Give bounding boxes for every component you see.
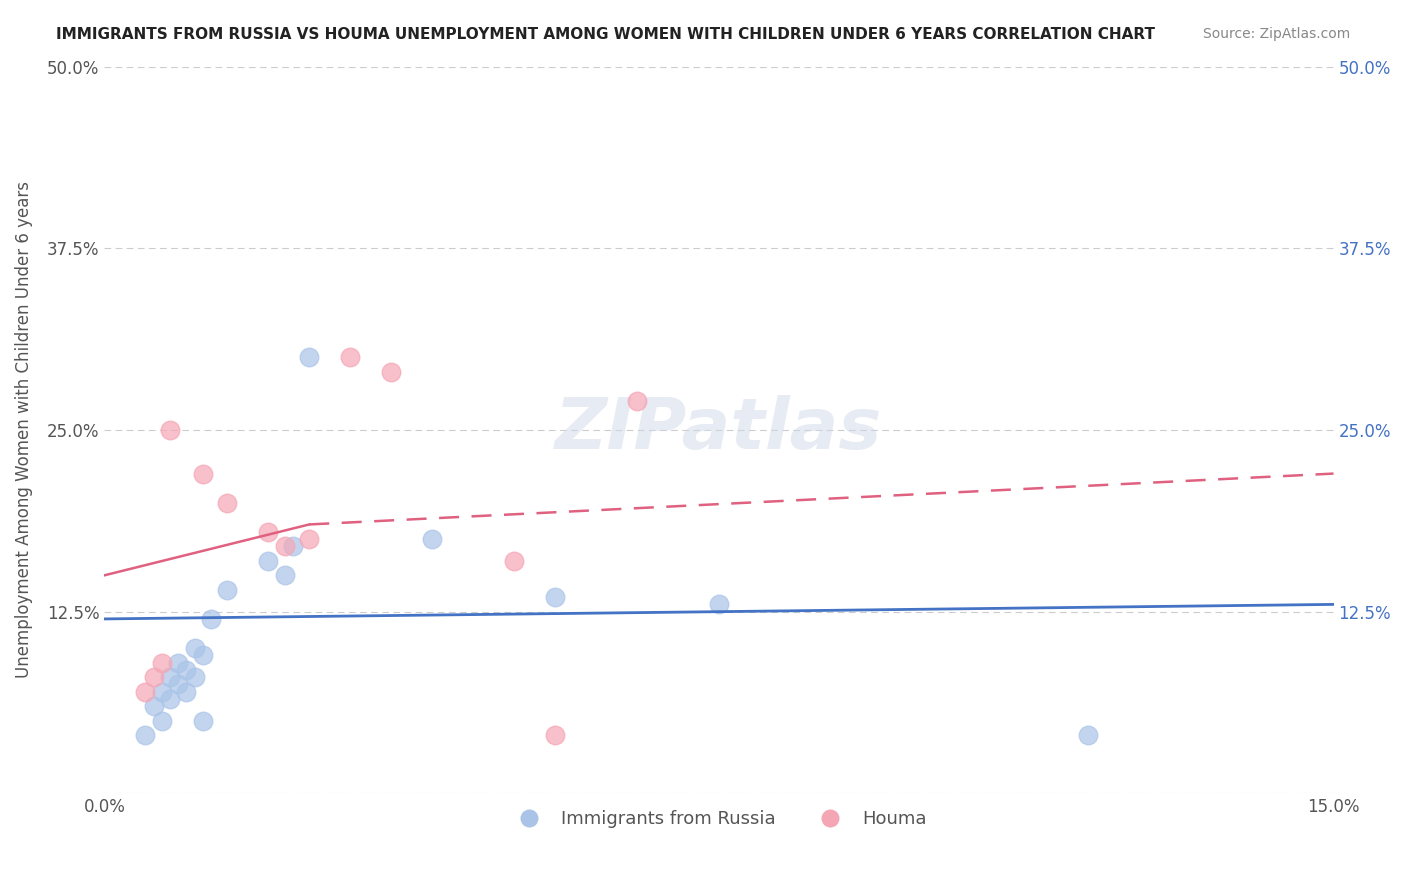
Text: ZIPatlas: ZIPatlas — [555, 395, 883, 465]
Point — [183, 670, 205, 684]
Point — [142, 699, 165, 714]
Point — [503, 554, 526, 568]
Point — [257, 524, 280, 539]
Point — [273, 568, 295, 582]
Point — [134, 684, 156, 698]
Point — [339, 351, 361, 365]
Text: IMMIGRANTS FROM RUSSIA VS HOUMA UNEMPLOYMENT AMONG WOMEN WITH CHILDREN UNDER 6 Y: IMMIGRANTS FROM RUSSIA VS HOUMA UNEMPLOY… — [56, 27, 1156, 42]
Point — [159, 670, 181, 684]
Point — [159, 691, 181, 706]
Point — [159, 423, 181, 437]
Point — [298, 532, 321, 546]
Point — [1077, 728, 1099, 742]
Point — [176, 663, 198, 677]
Point — [217, 582, 239, 597]
Point — [420, 532, 443, 546]
Point — [217, 496, 239, 510]
Point — [200, 612, 222, 626]
Legend: Immigrants from Russia, Houma: Immigrants from Russia, Houma — [503, 803, 935, 835]
Point — [191, 714, 214, 728]
Point — [380, 365, 402, 379]
Y-axis label: Unemployment Among Women with Children Under 6 years: Unemployment Among Women with Children U… — [15, 181, 32, 679]
Point — [298, 351, 321, 365]
Point — [142, 670, 165, 684]
Point — [191, 648, 214, 663]
Point — [176, 684, 198, 698]
Point — [707, 598, 730, 612]
Point — [167, 656, 190, 670]
Point — [544, 728, 567, 742]
Point — [626, 393, 648, 408]
Point — [150, 714, 173, 728]
Point — [134, 728, 156, 742]
Text: Source: ZipAtlas.com: Source: ZipAtlas.com — [1202, 27, 1350, 41]
Point — [167, 677, 190, 691]
Point — [273, 539, 295, 553]
Point — [150, 656, 173, 670]
Point — [150, 684, 173, 698]
Point — [257, 554, 280, 568]
Point — [281, 539, 304, 553]
Point — [544, 590, 567, 604]
Point — [183, 640, 205, 655]
Point — [191, 467, 214, 481]
